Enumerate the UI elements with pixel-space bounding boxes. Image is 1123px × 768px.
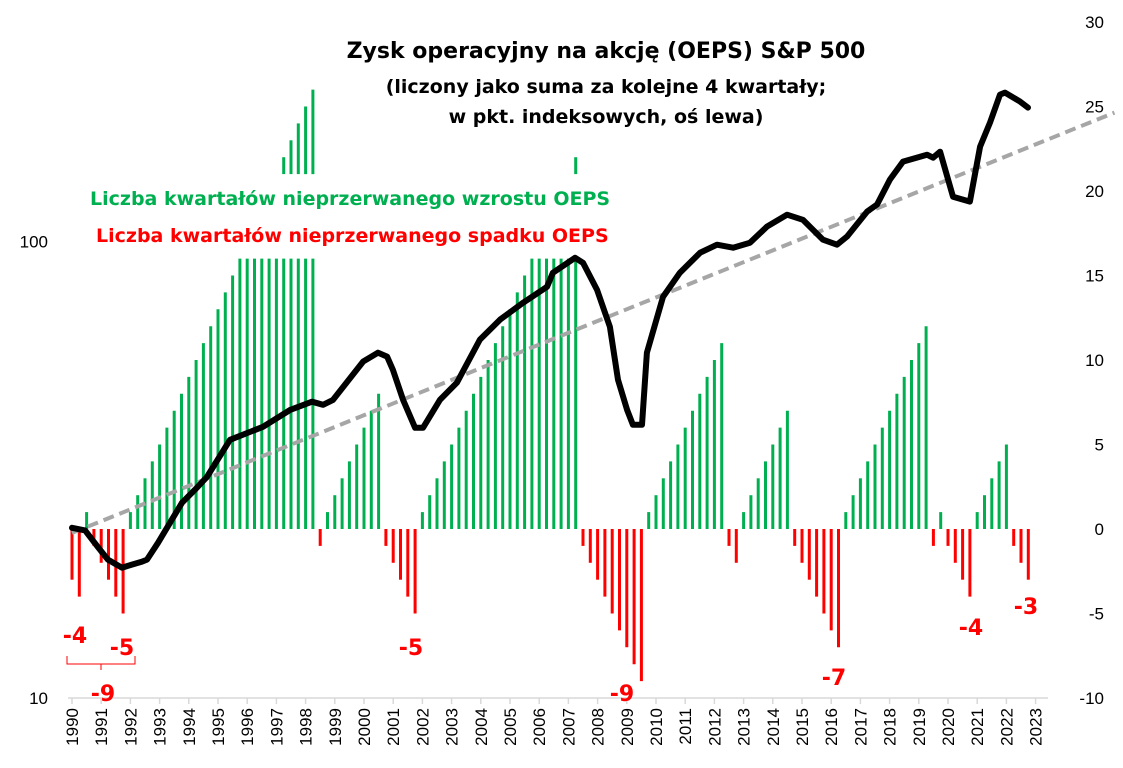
x-tick-label: 2015 bbox=[793, 708, 812, 746]
right-axis-tick-label: -10 bbox=[1079, 689, 1104, 708]
x-tick-label: 2005 bbox=[501, 708, 520, 746]
x-tick-label: 2009 bbox=[618, 708, 637, 746]
x-tick-label: 2011 bbox=[676, 708, 695, 745]
x-tick-label: 1992 bbox=[121, 708, 140, 746]
annotation-2020: -4 bbox=[959, 616, 983, 641]
x-tick-label: 2004 bbox=[472, 708, 491, 746]
right-axis-tick-label: 20 bbox=[1085, 182, 1104, 201]
annotation-1990-1991-total: -9 bbox=[91, 682, 115, 707]
x-tick-label: 2002 bbox=[413, 708, 432, 746]
x-tick-label: 1999 bbox=[326, 708, 345, 746]
x-tick-label: 2013 bbox=[735, 708, 754, 746]
right-axis-tick-label: -5 bbox=[1089, 605, 1104, 624]
right-axis-tick-label: 25 bbox=[1085, 98, 1104, 117]
x-tick-label: 2007 bbox=[559, 708, 578, 746]
x-tick-label: 2023 bbox=[1027, 708, 1046, 746]
bar-series bbox=[70, 89, 1030, 682]
x-tick-label: 1991 bbox=[92, 708, 111, 746]
right-axis-tick-label: 30 bbox=[1085, 13, 1104, 32]
x-tick-label: 2014 bbox=[764, 708, 783, 746]
chart-subtitle-1: (liczony jako suma za kolejne 4 kwartały… bbox=[386, 76, 827, 98]
oeps-polyline bbox=[69, 89, 1031, 571]
left-axis-tick-label: 100 bbox=[20, 233, 48, 252]
annotation-1991: -5 bbox=[110, 636, 134, 661]
x-tick-label: 2006 bbox=[530, 708, 549, 746]
right-axis-tick-label: 15 bbox=[1085, 267, 1104, 286]
x-tick-label: 2019 bbox=[910, 708, 929, 746]
x-tick-label: 2008 bbox=[589, 708, 608, 746]
axes: 1990 1991 1992 1993 1994 1995 1996 1997 1998 1999… bbox=[20, 13, 1104, 746]
x-tick-label: 2003 bbox=[443, 708, 462, 746]
x-tick-label: 1996 bbox=[238, 708, 257, 746]
annotation-2001: -5 bbox=[399, 636, 423, 661]
x-tick-label: 2016 bbox=[822, 708, 841, 746]
trend-line bbox=[71, 110, 1116, 535]
oeps-line bbox=[69, 89, 1031, 571]
legend-decline: Liczba kwartałów nieprzerwanego spadku O… bbox=[96, 225, 609, 247]
x-tick-label: 1994 bbox=[180, 708, 199, 746]
right-axis-tick-label: 10 bbox=[1085, 351, 1104, 370]
x-tick-label: 2012 bbox=[705, 708, 724, 746]
chart-subtitle-2: w pkt. indeksowych, oś lewa) bbox=[449, 106, 764, 128]
trend-dashed-line bbox=[71, 110, 1116, 535]
left-axis-tick-label: 10 bbox=[29, 689, 48, 708]
legend-growth: Liczba kwartałów nieprzerwanego wzrostu … bbox=[90, 188, 610, 210]
x-tick-label: 2001 bbox=[384, 708, 403, 746]
annotation-1990: -4 bbox=[63, 624, 87, 649]
annotation-2009: -9 bbox=[610, 682, 634, 707]
x-tick-label: 2010 bbox=[647, 708, 666, 746]
x-tick-label: 2018 bbox=[881, 708, 900, 746]
annotation-2016: -7 bbox=[822, 666, 846, 691]
x-tick-label: 2022 bbox=[997, 708, 1016, 746]
x-tick-label: 2000 bbox=[355, 708, 374, 746]
x-tick-label: 1995 bbox=[209, 708, 228, 746]
x-tick-label: 1997 bbox=[267, 708, 286, 746]
x-tick-label: 1993 bbox=[151, 708, 170, 746]
x-tick-label: 2017 bbox=[851, 708, 870, 746]
right-axis-tick-label: 0 bbox=[1095, 520, 1104, 539]
x-tick-label: 1990 bbox=[63, 708, 82, 746]
annotation-2022: -3 bbox=[1014, 595, 1038, 620]
right-axis-tick-label: 5 bbox=[1095, 436, 1104, 455]
bracket bbox=[66, 656, 136, 670]
x-tick-label: 2021 bbox=[968, 708, 987, 746]
x-tick-label: 1998 bbox=[297, 708, 316, 746]
x-tick-label: 2020 bbox=[939, 708, 958, 746]
chart-title: Zysk operacyjny na akcję (OEPS) S&P 500 bbox=[347, 39, 866, 64]
